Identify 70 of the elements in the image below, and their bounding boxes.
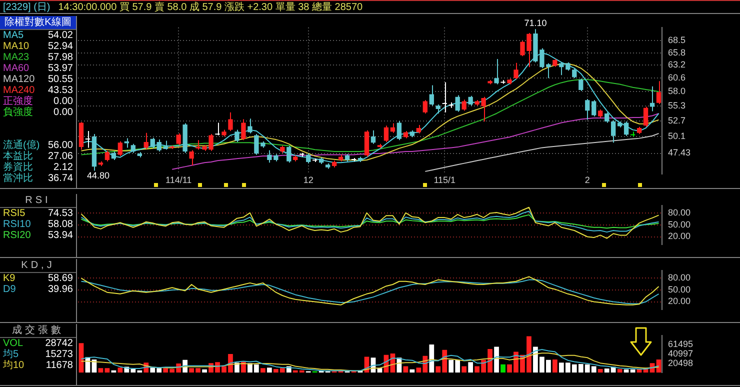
text: MA60 [3, 63, 30, 74]
annotation: 44.80 [86, 170, 110, 181]
y-tick-label: 20498 [668, 358, 694, 368]
legend-title: 成交張數 [0, 324, 76, 338]
text: 58.08 [48, 219, 73, 230]
text: MA240 [3, 85, 35, 96]
legend-title: 除權對數K線圖 [0, 16, 76, 30]
y-tick-label: 63.2 [668, 60, 686, 70]
text: 53.94 [48, 230, 73, 241]
y-tick-label: 52.7 [668, 115, 686, 126]
text: 58.69 [48, 273, 73, 284]
annotation: 71.10 [524, 18, 547, 28]
y-tick-label: 58.0 [668, 86, 686, 96]
legend-title: RSI [0, 194, 76, 208]
y-tick-label: 40997 [668, 348, 694, 358]
y-tick-label: 50.00 [668, 284, 691, 294]
x-tick-label: 114/11 [165, 175, 192, 186]
y-tick-label: 50.1 [668, 130, 686, 141]
y-tick-label: 65.8 [668, 47, 686, 58]
y-tick-label: 68.5 [668, 35, 686, 46]
y-tick-label: 61495 [668, 339, 694, 350]
text: 本益比 [3, 151, 33, 162]
x-tick-label: 12 [303, 175, 314, 186]
text: 28742 [45, 338, 73, 349]
text: D9 [3, 284, 16, 295]
text: RSI20 [3, 230, 31, 241]
text: 43.53 [48, 85, 73, 96]
text: 0.00 [54, 107, 73, 118]
text: 券資比 [3, 162, 33, 173]
text: 均5 [3, 349, 19, 360]
y-tick-label: 80.00 [668, 272, 691, 283]
text: 2.12 [54, 162, 73, 173]
text: 流通(億) [3, 140, 40, 151]
text: 15273 [45, 349, 73, 360]
x-tick-label: 2 [584, 175, 590, 186]
y-tick-label: 80.00 [668, 208, 691, 218]
text: 負強度 [3, 107, 33, 118]
text: 39.96 [48, 284, 73, 295]
text: MA10 [3, 41, 30, 52]
text: 0.00 [54, 96, 73, 107]
text: 50.55 [48, 74, 73, 85]
y-tick-label: 20.00 [668, 231, 691, 242]
y-tick-label: 55.3 [668, 100, 686, 111]
y-tick-label: 20.00 [668, 296, 691, 306]
y-tick-label: 50.00 [668, 219, 691, 230]
text: 正強度 [3, 96, 33, 107]
text: MA120 [3, 74, 35, 85]
text: 36.74 [48, 173, 73, 184]
text: 均10 [3, 360, 24, 371]
y-tick-label: 47.43 [668, 148, 691, 158]
text: VOL [3, 338, 24, 349]
text: RSI5 [3, 208, 26, 219]
text: 56.00 [48, 140, 73, 151]
text: K9 [3, 273, 16, 284]
chart-title: [2329] (日) [3, 2, 50, 13]
text: MA5 [3, 30, 24, 41]
text: 27.06 [48, 151, 73, 162]
text: 57.98 [48, 52, 73, 63]
text: 52.94 [48, 41, 73, 52]
text: RSI10 [3, 219, 31, 230]
text: 當沖比 [3, 173, 33, 184]
chart-subtitle: 14:30:00.000 買 57.9 賣 58.0 成 57.9 漲跌 +2.30 單量 38 總量 28570 [58, 2, 363, 13]
text: 74.53 [48, 208, 73, 219]
text: 54.02 [48, 30, 73, 41]
text: MA23 [3, 52, 30, 63]
x-tick-label: 115/1 [434, 175, 456, 186]
y-tick-label: 60.6 [668, 72, 686, 83]
legend-title: KD,J [0, 259, 76, 273]
text: 53.97 [48, 63, 73, 74]
text: 11678 [46, 360, 73, 371]
